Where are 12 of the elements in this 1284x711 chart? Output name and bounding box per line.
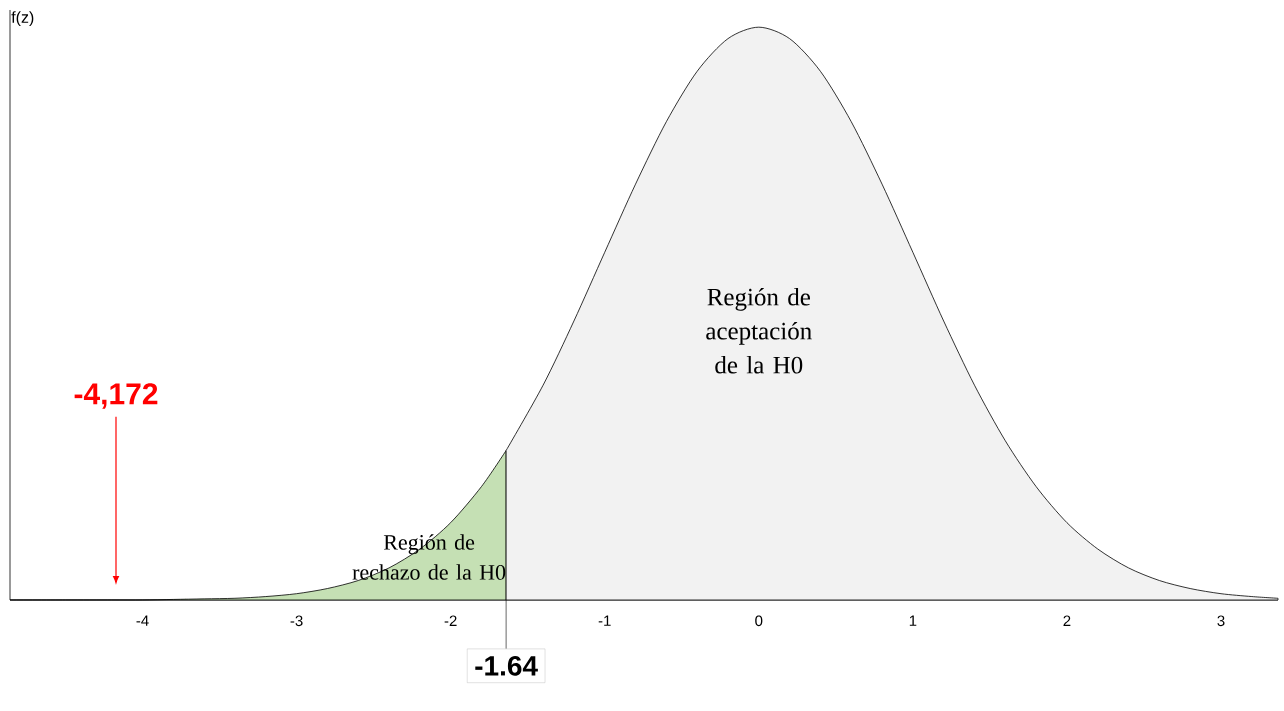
x-tick-label: -1 [598, 615, 611, 626]
ref-line-label: -1.64 [475, 655, 538, 676]
y-axis-title: f(z) [11, 11, 34, 27]
x-tick-label: 1 [909, 615, 917, 626]
x-tick-label: 2 [1063, 615, 1071, 626]
x-tick-label: -2 [444, 615, 457, 626]
x-tick-label: -4 [136, 615, 149, 626]
x-tick-label: -3 [290, 615, 303, 627]
x-tick-label: 3 [1217, 615, 1225, 627]
x-tick-label: 0 [755, 615, 763, 627]
annotation: Región de aceptación de la H0 [706, 287, 812, 374]
ref-line-label: -4,172 [74, 383, 158, 409]
